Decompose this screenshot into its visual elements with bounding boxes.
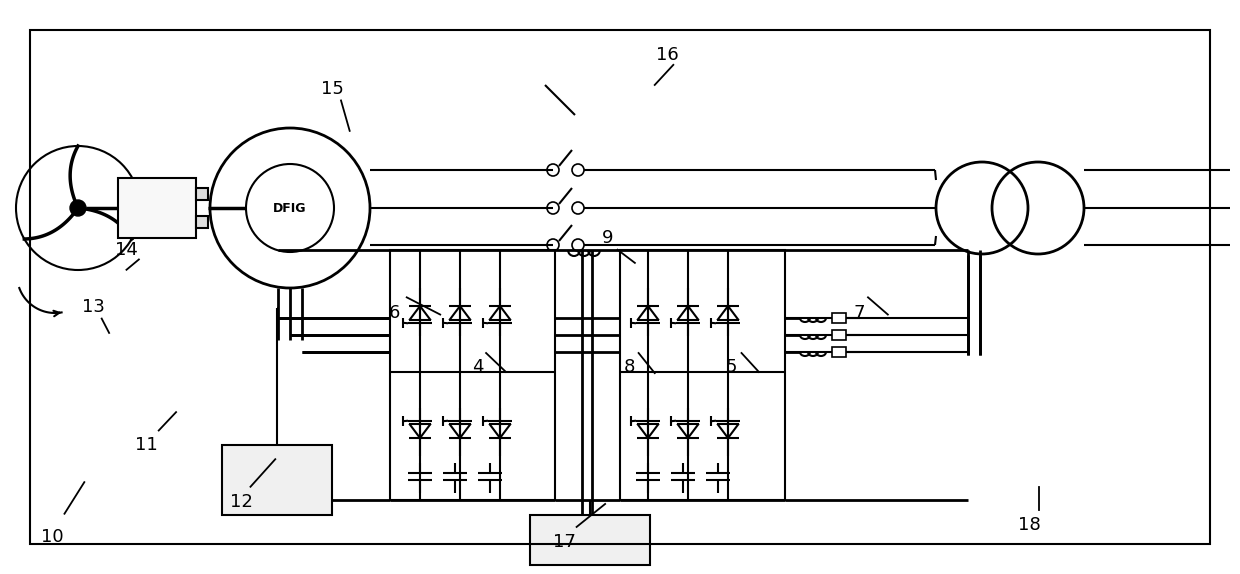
Bar bbox=[196, 216, 208, 228]
Text: DFIG: DFIG bbox=[273, 201, 306, 215]
Text: 10: 10 bbox=[41, 528, 63, 546]
Bar bbox=[30, 30, 1210, 544]
Bar bbox=[832, 313, 846, 323]
Bar bbox=[529, 515, 650, 565]
Text: 15: 15 bbox=[321, 80, 343, 98]
Text: 18: 18 bbox=[1018, 516, 1040, 534]
Text: 11: 11 bbox=[135, 436, 157, 454]
Text: 6: 6 bbox=[388, 304, 401, 322]
Circle shape bbox=[69, 200, 86, 216]
Text: 16: 16 bbox=[656, 45, 678, 64]
Text: 8: 8 bbox=[624, 358, 636, 377]
Text: 9: 9 bbox=[601, 229, 614, 247]
Text: 17: 17 bbox=[553, 533, 575, 552]
Text: 14: 14 bbox=[115, 241, 138, 259]
Text: 13: 13 bbox=[82, 298, 104, 316]
Bar bbox=[222, 445, 332, 515]
Bar bbox=[620, 250, 785, 500]
Bar bbox=[118, 178, 196, 238]
Text: 4: 4 bbox=[471, 358, 484, 377]
Bar bbox=[391, 250, 556, 500]
Text: 12: 12 bbox=[231, 493, 253, 511]
Bar bbox=[196, 188, 208, 200]
Bar bbox=[832, 347, 846, 357]
Text: 7: 7 bbox=[853, 304, 866, 322]
Bar bbox=[832, 330, 846, 340]
Text: 5: 5 bbox=[725, 358, 738, 377]
